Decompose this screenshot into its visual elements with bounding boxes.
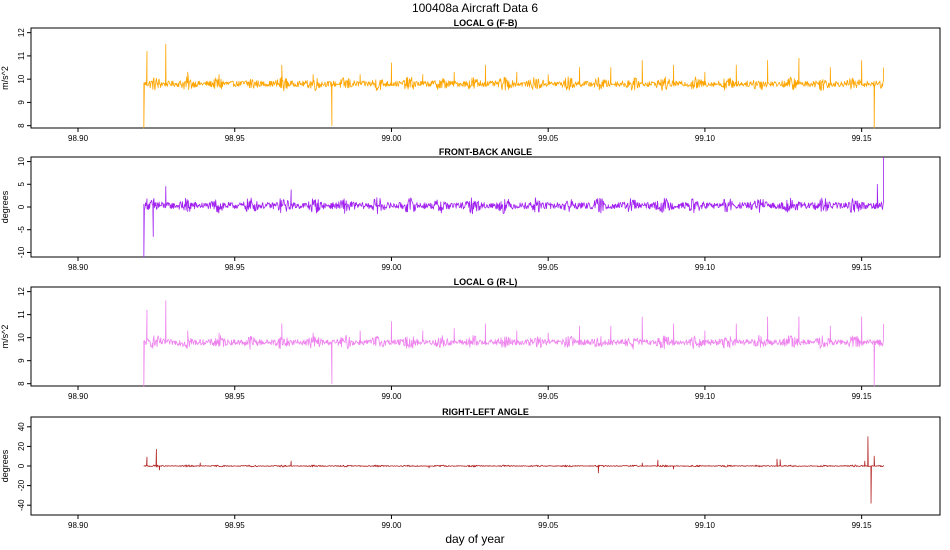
x-tick-label: 99.05 (538, 392, 559, 401)
series-line (143, 436, 884, 504)
y-tick-label: 0 (17, 463, 26, 468)
y-tick-label: 9 (17, 358, 26, 363)
y-axis-label: m/s^2 (0, 325, 10, 349)
x-tick-label: 99.05 (538, 521, 559, 530)
x-tick-label: 99.15 (852, 134, 873, 143)
x-tick-label: 98.95 (225, 521, 246, 530)
y-tick-label: 11 (17, 51, 26, 60)
y-tick-label: -20 (17, 479, 26, 491)
x-tick-label: 99.15 (852, 392, 873, 401)
y-tick-label: 8 (17, 123, 26, 128)
x-axis-label: day of year (445, 532, 504, 546)
y-tick-label: 40 (17, 422, 26, 431)
y-tick-label: 11 (17, 310, 26, 319)
panel-1: LOCAL G (F-B) m/s^2 8 9 10 11 12 98.90 98.95 99.0… (0, 18, 941, 143)
x-tick-label: 99.10 (695, 392, 716, 401)
y-tick-label: 10 (17, 74, 26, 83)
x-tick-label: 98.95 (225, 134, 246, 143)
y-tick-label: 8 (17, 381, 26, 386)
panel-4: RIGHT-LEFT ANGLE degrees -40 -20 0 20 40 98.90 9… (0, 407, 941, 530)
x-tick-label: 99.00 (381, 392, 402, 401)
x-tick-label: 99.05 (538, 263, 559, 272)
x-tick-label: 99.10 (695, 134, 716, 143)
x-tick-label: 98.90 (68, 521, 89, 530)
panel-title: LOCAL G (F-B) (454, 18, 518, 28)
y-tick-label: -5 (17, 226, 26, 234)
panels: LOCAL G (F-B) m/s^2 8 9 10 11 12 98.90 98.95 99.0… (0, 18, 941, 530)
series-line (143, 157, 884, 258)
y-tick-label: 12 (17, 287, 26, 296)
y-tick-label: 10 (17, 157, 26, 166)
x-tick-label: 98.95 (225, 263, 246, 272)
y-tick-label: 5 (17, 181, 26, 186)
y-tick-label: 9 (17, 100, 26, 105)
panel-title: LOCAL G (R-L) (454, 277, 518, 287)
y-tick-label: 20 (17, 441, 26, 450)
y-tick-label: -10 (17, 246, 26, 258)
panel-title: FRONT-BACK ANGLE (439, 147, 532, 157)
panel-3: LOCAL G (R-L) m/s^2 8 9 10 11 12 98.90 98.95 99.0… (0, 277, 941, 401)
x-tick-label: 98.90 (68, 134, 89, 143)
x-tick-label: 99.00 (381, 521, 402, 530)
y-tick-label: 10 (17, 333, 26, 342)
y-tick-label: 0 (17, 204, 26, 209)
y-tick-label: -40 (17, 499, 26, 511)
plot-frame (30, 286, 941, 387)
y-tick-label: 12 (17, 28, 26, 37)
x-tick-label: 99.00 (381, 263, 402, 272)
series-line (143, 43, 884, 129)
x-tick-label: 99.10 (695, 521, 716, 530)
y-axis-label: degrees (0, 449, 10, 482)
x-tick-label: 99.00 (381, 134, 402, 143)
panel-title: RIGHT-LEFT ANGLE (442, 407, 529, 417)
plot-frame (30, 156, 941, 258)
x-tick-label: 99.15 (852, 263, 873, 272)
y-axis-label: degrees (0, 190, 10, 223)
x-tick-label: 98.90 (68, 392, 89, 401)
x-tick-label: 99.05 (538, 134, 559, 143)
x-tick-label: 98.90 (68, 263, 89, 272)
x-tick-label: 98.95 (225, 392, 246, 401)
series-line (143, 300, 884, 387)
plot-frame (30, 27, 941, 129)
x-tick-label: 99.10 (695, 263, 716, 272)
y-axis-label: m/s^2 (0, 66, 10, 90)
figure-title: 100408a Aircraft Data 6 (412, 1, 538, 15)
x-tick-label: 99.15 (852, 521, 873, 530)
panel-2: FRONT-BACK ANGLE degrees -10 -5 0 5 10 98.90 98.… (0, 147, 941, 272)
